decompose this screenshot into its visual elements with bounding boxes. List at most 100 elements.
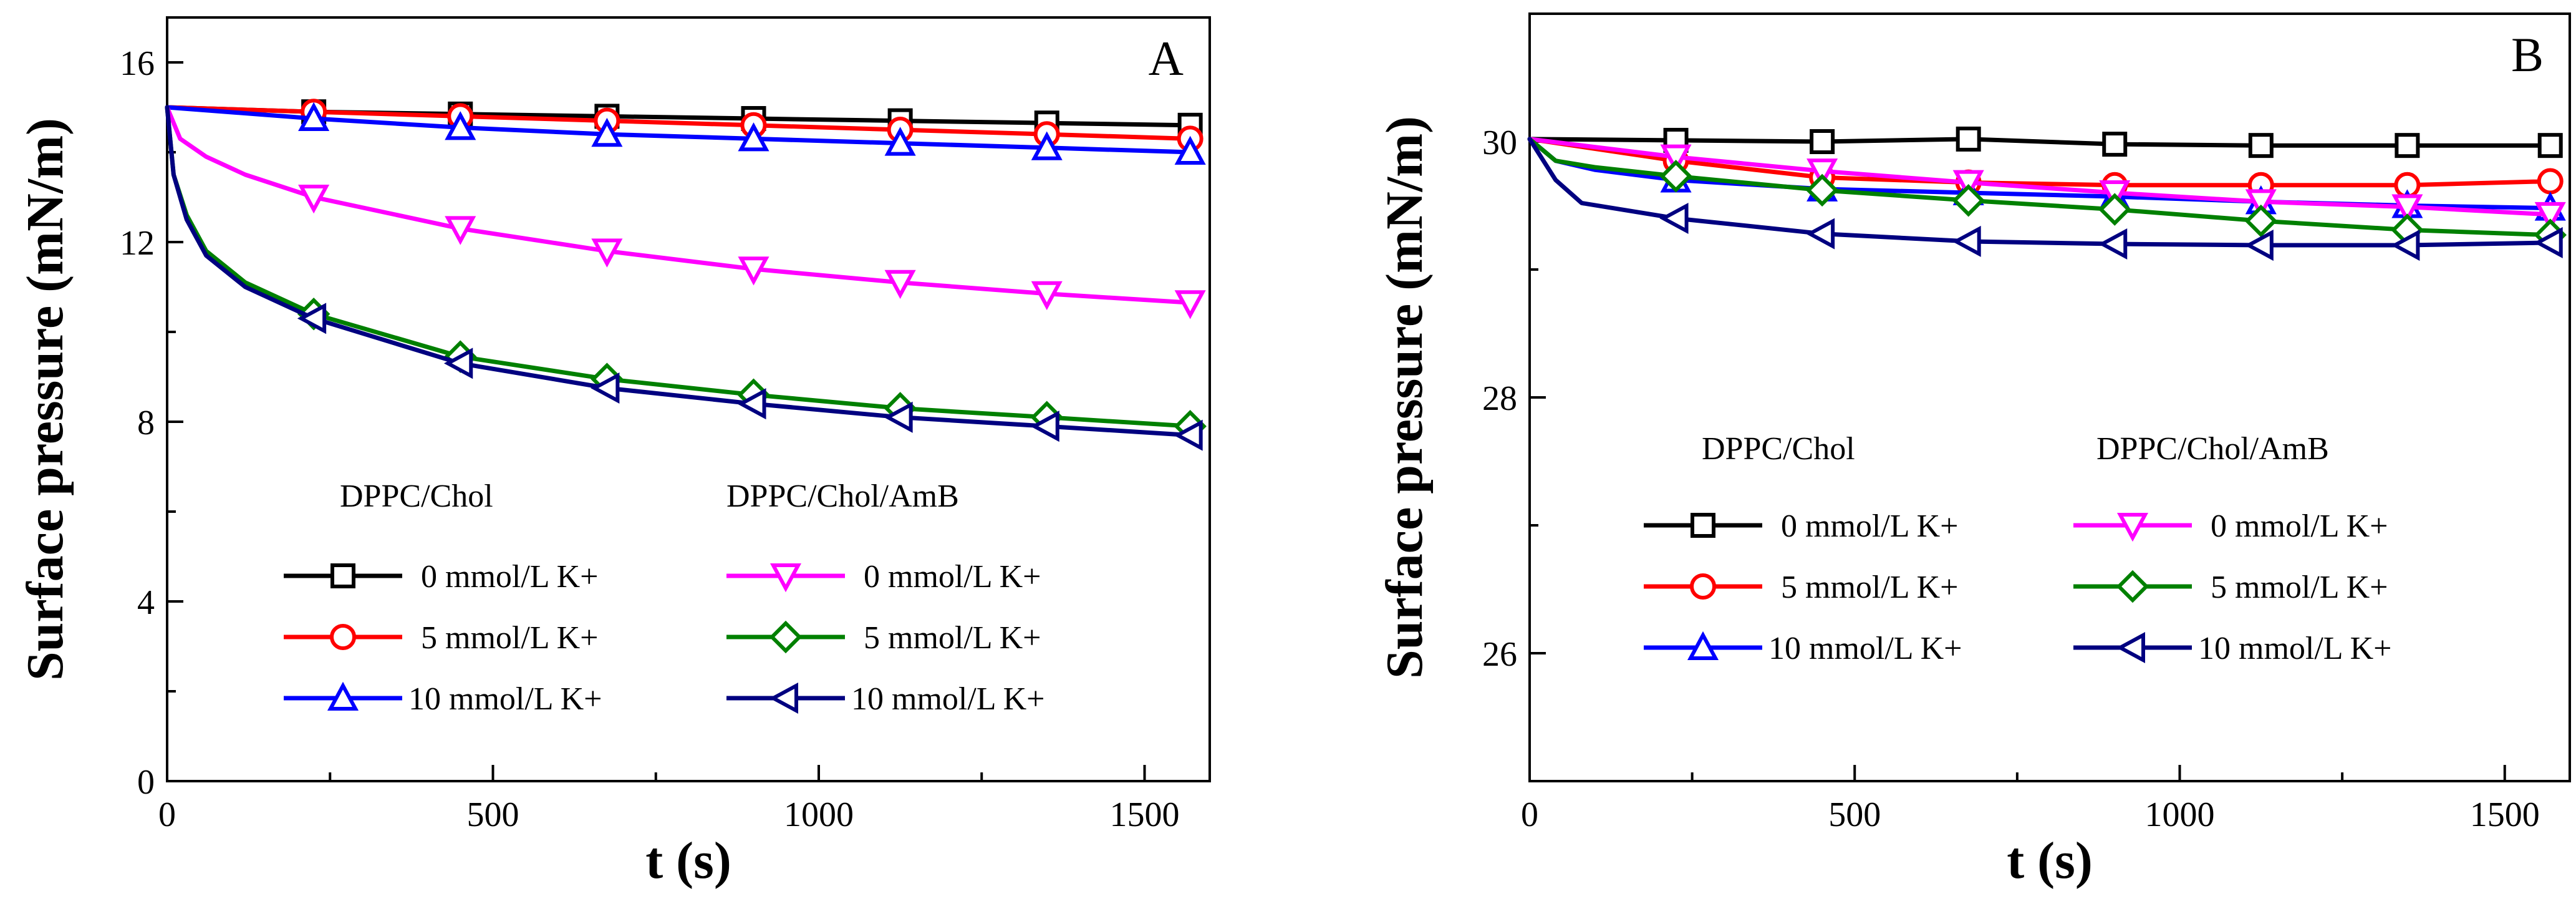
data-point: [1956, 126, 1981, 152]
data-point: [591, 117, 623, 147]
plot-frame: [166, 16, 1211, 782]
legend-swatch-marker: [1687, 631, 1719, 660]
data-point: [443, 348, 473, 379]
legend-entry-label: 10 mmol/L K+: [2198, 631, 2392, 666]
legend-entry-label: 10 mmol/L K+: [1768, 631, 1962, 666]
data-point: [2245, 189, 2277, 218]
panel-a-chart: 0 500 1000 1500 0 4 8 12 16 t (s) Surface pressure…: [16, 16, 1211, 890]
x-tick-label: 1500: [2470, 795, 2540, 834]
series-line: [1527, 137, 2553, 217]
data-point: [1807, 158, 1838, 188]
data-point: [884, 270, 916, 299]
data-point: [1952, 170, 1984, 199]
data-point: [1031, 131, 1063, 160]
panel-label: B: [2511, 27, 2544, 82]
legend-swatch-marker: [769, 563, 802, 593]
data-point: [2534, 202, 2566, 231]
data-point: [2098, 193, 2131, 226]
x-tick-label: 1000: [2145, 795, 2215, 834]
data-point: [1952, 225, 1981, 257]
x-tick-label: 0: [158, 795, 176, 834]
panel-b-chart: 0 500 1000 1500 26 28 30 t (s) Surface pressure …: [1376, 12, 2571, 890]
data-point: [2395, 133, 2420, 158]
x-axis-title: t (s): [2007, 832, 2093, 890]
y-tick-label: 30: [1482, 124, 1517, 162]
data-point: [738, 256, 769, 286]
data-point: [738, 122, 769, 152]
legend-swatch-marker: [2116, 513, 2149, 542]
data-point: [445, 216, 476, 245]
data-point: [1174, 419, 1203, 451]
data-point: [2244, 204, 2278, 238]
legend-swatch-marker: [1691, 513, 1715, 538]
data-point: [884, 401, 913, 433]
data-point: [2098, 228, 2128, 260]
data-point: [1810, 129, 1835, 154]
series-line: [165, 105, 1193, 438]
y-tick-label: 4: [137, 583, 155, 622]
legend-group-title: DPPC/Chol/AmB: [726, 479, 959, 514]
data-point: [737, 388, 766, 420]
data-point: [1805, 218, 1835, 250]
x-tick-label: 500: [1828, 795, 1881, 834]
data-point: [1805, 173, 1839, 207]
legend-swatch-marker: [2116, 631, 2145, 664]
legend-swatch-marker: [2116, 570, 2149, 603]
series-line: [165, 105, 1193, 141]
data-point: [1659, 160, 1692, 193]
legend-entry-label: 5 mmol/L K+: [1781, 570, 1959, 605]
y-tick-label: 8: [137, 404, 155, 442]
data-point: [2102, 132, 2128, 157]
legend-entry-label: 0 mmol/L K+: [421, 559, 599, 595]
legend-swatch-marker: [330, 624, 356, 650]
series-line: [1527, 137, 2553, 188]
legend-swatch-marker: [769, 620, 803, 654]
x-tick-label: 0: [1521, 795, 1538, 834]
data-point: [884, 127, 916, 156]
legend-swatch-marker: [327, 681, 359, 711]
data-point: [445, 111, 476, 140]
data-point: [1030, 411, 1059, 442]
data-point: [1174, 135, 1206, 165]
y-tick-label: 0: [137, 763, 155, 802]
legend-swatch-marker: [769, 682, 798, 714]
legend-group-title: DPPC/Chol: [340, 479, 493, 514]
legend-entry-label: 5 mmol/L K+: [421, 620, 599, 656]
data-point: [297, 303, 327, 334]
legend-entry-label: 5 mmol/L K+: [864, 620, 1041, 656]
legend-entry-label: 0 mmol/L K+: [1781, 508, 1959, 544]
y-axis-title: Surface pressure (mN/m): [16, 118, 74, 681]
data-point: [1174, 290, 1206, 319]
series-line: [1527, 137, 2553, 238]
data-point: [1660, 144, 1692, 173]
data-point: [2248, 133, 2274, 158]
panel-label: A: [1149, 31, 1184, 85]
series-line: [165, 105, 1193, 155]
data-point: [591, 238, 623, 268]
data-point: [1952, 184, 1985, 217]
legend-swatch-marker: [1690, 573, 1716, 600]
legend-group-title: DPPC/Chol/AmB: [2096, 431, 2329, 467]
data-point: [2537, 168, 2564, 195]
legend-group-title: DPPC/Chol: [1702, 431, 1855, 467]
data-point: [591, 372, 620, 404]
x-tick-label: 1000: [784, 795, 854, 834]
y-axis-title: Surface pressure (mN/m): [1376, 116, 1434, 679]
y-tick-label: 12: [120, 224, 155, 263]
legend-entry-label: 0 mmol/L K+: [864, 559, 1041, 595]
x-axis-title: t (s): [645, 832, 731, 890]
data-point: [1031, 281, 1063, 311]
legend-entry-label: 10 mmol/L K+: [851, 681, 1045, 717]
legend-entry-label: 10 mmol/L K+: [408, 681, 602, 717]
x-tick-label: 1500: [1110, 795, 1180, 834]
data-point: [2534, 226, 2563, 258]
y-tick-label: 16: [120, 44, 155, 83]
series-line: [1527, 137, 2553, 248]
data-point: [2537, 133, 2563, 158]
y-tick-label: 28: [1482, 379, 1517, 418]
legend-swatch-marker: [330, 563, 355, 588]
x-tick-label: 500: [467, 795, 519, 834]
data-point: [298, 102, 330, 131]
data-point: [2391, 194, 2423, 223]
